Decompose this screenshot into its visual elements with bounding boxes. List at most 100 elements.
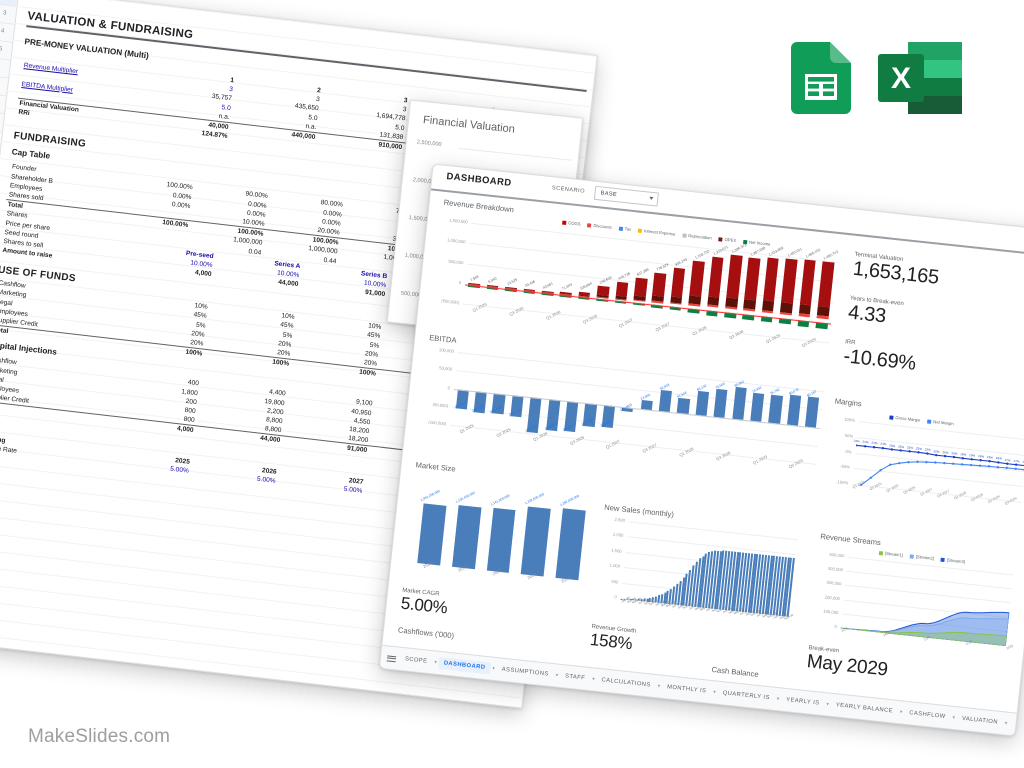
legend-item: Gross Margin [889, 414, 921, 423]
y-tick-label: (50,000) [432, 401, 449, 409]
bar-data-label: 71,543 [560, 282, 573, 291]
legend-swatch [562, 220, 567, 225]
y-tick-label: 200,000 [824, 594, 841, 601]
legend-swatch [587, 222, 592, 228]
bar [555, 507, 586, 581]
bar [451, 504, 482, 570]
bar-data-label: 1,482,742 [823, 249, 840, 261]
sheet-tab-yearly-balance[interactable]: YEARLY BALANCE [835, 702, 894, 715]
revenue-streams-panel[interactable]: Revenue Streams [Stream1] [Stream2] [Strea… [807, 532, 1019, 679]
margins-series-svg [852, 444, 1024, 491]
bar-stack [615, 281, 629, 301]
irr-kpi: IRR -10.69% [842, 339, 917, 376]
dashboard-card[interactable]: DASHBOARD SCENARIO BASE Revenue Breakdow… [378, 163, 1024, 737]
tab-menu-icon[interactable]: ▾ [1004, 720, 1008, 727]
bar-data-label: 13,525 [505, 277, 518, 286]
y-tick-label: 500 [611, 578, 619, 585]
bar [768, 394, 783, 424]
bar [750, 393, 765, 422]
y-tick-label: 2,000 [612, 532, 624, 539]
bar-stack [761, 257, 779, 317]
legend-label: [Stream2] [915, 554, 935, 561]
zero-line [453, 388, 820, 430]
sheet-tab-calculations[interactable]: CALCULATIONS [601, 677, 651, 689]
market-cagr-kpi: Market CAGR 5.00% [400, 588, 449, 619]
bar-segment-discounts [761, 309, 774, 314]
bar-segment-discounts [798, 313, 810, 318]
y-tick-label: (100,000) [428, 419, 447, 427]
legend-label: Net Margin [933, 419, 954, 427]
bar-segment-cogs [781, 258, 798, 304]
line-data-label: 19% [977, 453, 985, 459]
bar-stack [706, 256, 724, 311]
legend-label: Discounts [593, 222, 613, 230]
y-tick-label: -50% [839, 463, 851, 470]
sheet-tab-scope[interactable]: SCOPE [404, 656, 428, 665]
sheet-tab-dashboard[interactable]: DASHBOARD [438, 656, 491, 675]
market-size-panel[interactable]: Market Size 1,091,200,000 1,136,400,000 1,… [402, 460, 599, 611]
bar [713, 389, 728, 418]
bar [805, 396, 820, 428]
legend-label: OPEX [724, 236, 737, 244]
makeslides-watermark: MakeSlides.com [28, 726, 171, 747]
bar-data-label: 1,091,200,000 [419, 489, 441, 503]
y-tick-label: 500,000 [448, 258, 464, 265]
google-sheets-icon[interactable] [791, 42, 851, 114]
line-data-label: 20% [942, 449, 949, 455]
grid-line [458, 147, 572, 161]
bar-segment-discounts [651, 300, 664, 304]
legend-label: Depreciation [688, 233, 712, 241]
line-data-label: 17% [1004, 457, 1011, 463]
bar-stack [670, 267, 686, 307]
financial-valuation-title: Financial Valuation [422, 114, 516, 136]
sheet-tab-quarterly-is[interactable]: QUARTERLY IS [722, 690, 771, 702]
sheet-tab-monthly-is[interactable]: MONTHLY IS [666, 684, 707, 695]
bar-data-label: 29,436 [524, 279, 536, 288]
y-tick-label: 2,500 [614, 516, 626, 523]
line-data-label: 24% [862, 440, 869, 445]
bar-segment-cogs [615, 281, 629, 297]
y-tick-label: 100% [843, 416, 856, 423]
line-data-label: 24% [871, 440, 878, 446]
y-tick-label: 0 [614, 594, 618, 600]
y-tick-label: 1,500,000 [448, 217, 469, 225]
chevron-down-icon [649, 196, 654, 201]
sheet-tab-yearly-is[interactable]: YEARLY IS [785, 697, 820, 707]
bar-segment-cogs [762, 257, 779, 302]
bar-segment-cogs [670, 267, 686, 298]
x-tick-label: 1/29 [1005, 643, 1014, 651]
bar-stack [651, 272, 667, 305]
bar-segment-cogs [633, 277, 648, 297]
bar-stack [798, 259, 816, 321]
legend-item: [Stream1] [878, 550, 903, 558]
bar-data-label: 1,282,600,000 [559, 493, 580, 507]
cash-balance-label: Cash Balance [711, 664, 760, 679]
y-tick-label: -100% [835, 479, 849, 486]
line-data-label: 22% [924, 447, 931, 452]
y-tick-label: 400,000 [827, 565, 844, 573]
legend-label: [Stream3] [946, 557, 966, 565]
scenario-dropdown[interactable]: BASE [593, 185, 659, 207]
revenue-streams-svg [840, 611, 1010, 647]
revenue-streams-plot [840, 556, 1014, 647]
revenue-growth-kpi: Revenue Growth 158% [589, 624, 636, 655]
sheet-tab-cashflow[interactable]: CASHFLOW [908, 710, 946, 721]
all-sheets-icon[interactable] [386, 653, 397, 663]
bar-stack [596, 285, 610, 300]
bar [486, 508, 516, 573]
bar [520, 506, 551, 577]
microsoft-excel-icon[interactable]: X [878, 42, 962, 114]
bar-data-label: 1,452,011 [786, 247, 803, 258]
bar [695, 390, 710, 416]
bar-segment-discounts [688, 303, 701, 307]
grid-line [467, 263, 834, 304]
margins-panel[interactable]: Margins Gross Margin Net Margin 24% 24% 24%… [823, 397, 1024, 538]
cashflows-label: Cashflows ('000) [397, 625, 455, 641]
sheet-tab-valuation[interactable]: VALUATION [961, 715, 999, 726]
bar [786, 395, 802, 426]
sheet-tab-assumptions[interactable]: ASSUMPTIONS [501, 666, 549, 678]
market-cagr-value: 5.00% [399, 593, 449, 618]
legend-item: [Stream3] [940, 557, 966, 565]
sheet-tab-staff[interactable]: STAFF [564, 673, 586, 682]
